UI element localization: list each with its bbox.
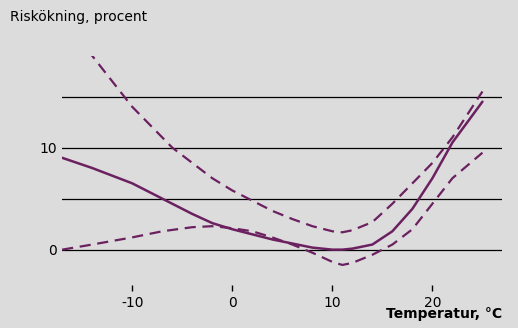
Text: Temperatur, °C: Temperatur, °C	[386, 307, 502, 321]
Text: Riskökning, procent: Riskökning, procent	[10, 10, 148, 24]
